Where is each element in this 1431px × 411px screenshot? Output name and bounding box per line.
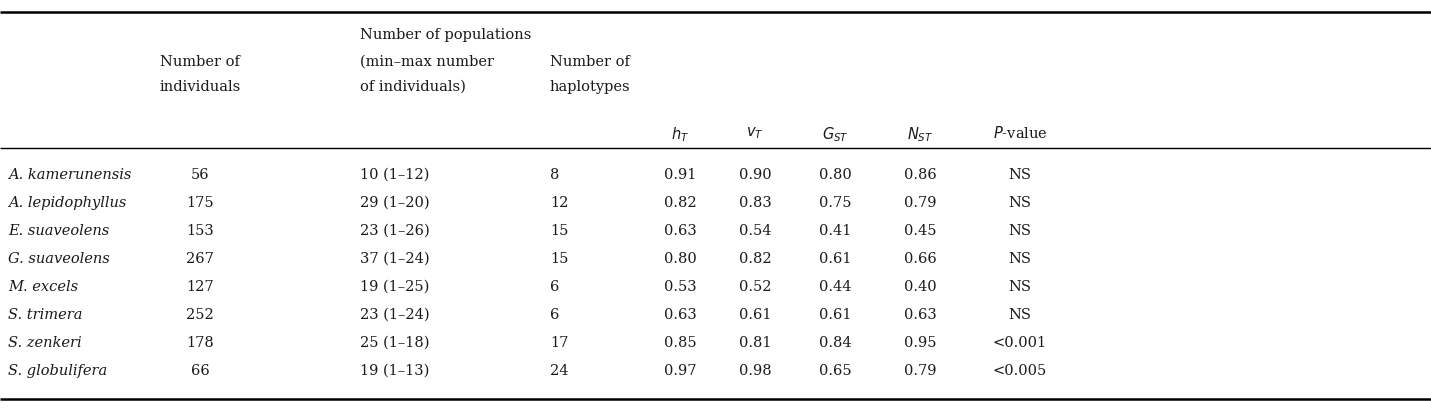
Text: 37 (1–24): 37 (1–24) (361, 252, 429, 266)
Text: <0.005: <0.005 (993, 364, 1047, 378)
Text: 0.91: 0.91 (664, 168, 697, 182)
Text: NS: NS (1009, 308, 1032, 322)
Text: 10 (1–12): 10 (1–12) (361, 168, 429, 182)
Text: 0.79: 0.79 (904, 196, 936, 210)
Text: 56: 56 (190, 168, 209, 182)
Text: 12: 12 (550, 196, 568, 210)
Text: Number of populations: Number of populations (361, 28, 531, 42)
Text: $P$-value: $P$-value (993, 125, 1047, 141)
Text: 0.63: 0.63 (664, 224, 697, 238)
Text: 0.79: 0.79 (904, 364, 936, 378)
Text: S. zenkeri: S. zenkeri (9, 336, 82, 350)
Text: G. suaveolens: G. suaveolens (9, 252, 110, 266)
Text: NS: NS (1009, 280, 1032, 294)
Text: 6: 6 (550, 308, 560, 322)
Text: 0.53: 0.53 (664, 280, 697, 294)
Text: $G_{ST}$: $G_{ST}$ (821, 125, 849, 144)
Text: $h_T$: $h_T$ (671, 125, 690, 144)
Text: 66: 66 (190, 364, 209, 378)
Text: 19 (1–25): 19 (1–25) (361, 280, 429, 294)
Text: NS: NS (1009, 224, 1032, 238)
Text: 8: 8 (550, 168, 560, 182)
Text: 0.85: 0.85 (664, 336, 697, 350)
Text: 0.61: 0.61 (819, 252, 851, 266)
Text: 127: 127 (186, 280, 213, 294)
Text: 23 (1–26): 23 (1–26) (361, 224, 429, 238)
Text: S. globulifera: S. globulifera (9, 364, 107, 378)
Text: 0.75: 0.75 (819, 196, 851, 210)
Text: 15: 15 (550, 224, 568, 238)
Text: 178: 178 (186, 336, 213, 350)
Text: 0.63: 0.63 (903, 308, 936, 322)
Text: 25 (1–18): 25 (1–18) (361, 336, 429, 350)
Text: E. suaveolens: E. suaveolens (9, 224, 109, 238)
Text: NS: NS (1009, 168, 1032, 182)
Text: 0.95: 0.95 (904, 336, 936, 350)
Text: NS: NS (1009, 196, 1032, 210)
Text: 0.45: 0.45 (904, 224, 936, 238)
Text: 0.52: 0.52 (738, 280, 771, 294)
Text: A. lepidophyllus: A. lepidophyllus (9, 196, 126, 210)
Text: 6: 6 (550, 280, 560, 294)
Text: 0.84: 0.84 (819, 336, 851, 350)
Text: 0.65: 0.65 (819, 364, 851, 378)
Text: individuals: individuals (159, 80, 240, 94)
Text: (min–max number: (min–max number (361, 55, 494, 69)
Text: 175: 175 (186, 196, 213, 210)
Text: 0.63: 0.63 (664, 308, 697, 322)
Text: 153: 153 (186, 224, 213, 238)
Text: 0.40: 0.40 (904, 280, 936, 294)
Text: 0.97: 0.97 (664, 364, 697, 378)
Text: 19 (1–13): 19 (1–13) (361, 364, 429, 378)
Text: 0.80: 0.80 (664, 252, 697, 266)
Text: 23 (1–24): 23 (1–24) (361, 308, 429, 322)
Text: 0.83: 0.83 (738, 196, 771, 210)
Text: 0.44: 0.44 (819, 280, 851, 294)
Text: 0.66: 0.66 (903, 252, 936, 266)
Text: Number of: Number of (160, 55, 240, 69)
Text: 0.54: 0.54 (738, 224, 771, 238)
Text: S. trimera: S. trimera (9, 308, 83, 322)
Text: 24: 24 (550, 364, 568, 378)
Text: 0.61: 0.61 (819, 308, 851, 322)
Text: 0.81: 0.81 (738, 336, 771, 350)
Text: haplotypes: haplotypes (550, 80, 631, 94)
Text: 252: 252 (186, 308, 213, 322)
Text: $v_T$: $v_T$ (746, 125, 764, 141)
Text: 15: 15 (550, 252, 568, 266)
Text: Number of: Number of (550, 55, 630, 69)
Text: NS: NS (1009, 252, 1032, 266)
Text: $N_{ST}$: $N_{ST}$ (907, 125, 933, 144)
Text: M. excels: M. excels (9, 280, 79, 294)
Text: 0.82: 0.82 (738, 252, 771, 266)
Text: of individuals): of individuals) (361, 80, 467, 94)
Text: 0.61: 0.61 (738, 308, 771, 322)
Text: <0.001: <0.001 (993, 336, 1047, 350)
Text: 0.80: 0.80 (819, 168, 851, 182)
Text: 0.86: 0.86 (903, 168, 936, 182)
Text: 0.98: 0.98 (738, 364, 771, 378)
Text: 17: 17 (550, 336, 568, 350)
Text: 267: 267 (186, 252, 215, 266)
Text: 0.41: 0.41 (819, 224, 851, 238)
Text: 0.90: 0.90 (738, 168, 771, 182)
Text: 29 (1–20): 29 (1–20) (361, 196, 429, 210)
Text: 0.82: 0.82 (664, 196, 697, 210)
Text: A. kamerunensis: A. kamerunensis (9, 168, 132, 182)
